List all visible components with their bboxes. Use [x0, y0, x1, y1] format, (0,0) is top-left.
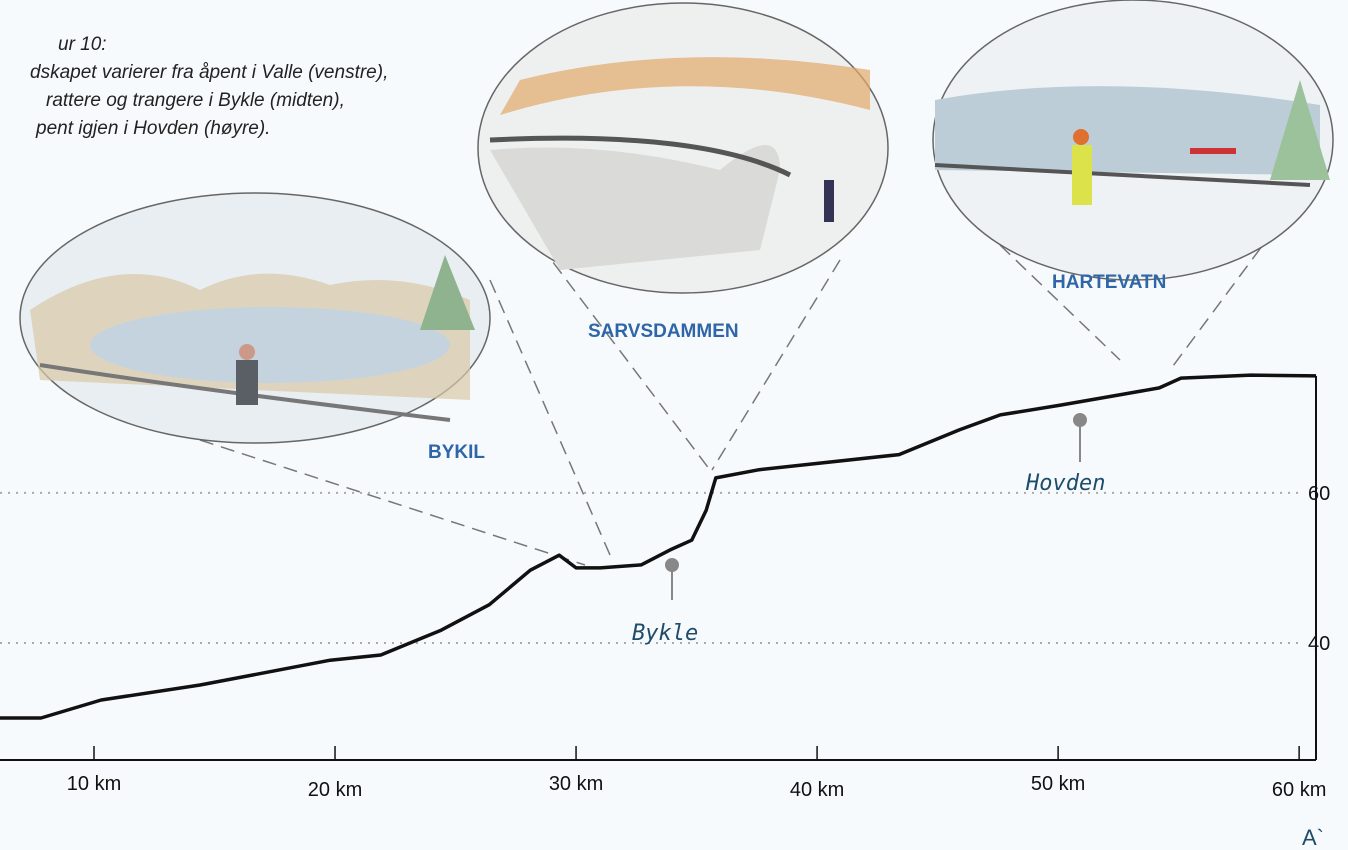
y-tick-label: 60: [1308, 483, 1330, 505]
label-bykil: BYKIL: [428, 442, 485, 463]
label-hovden: Hovden: [1025, 471, 1105, 496]
connectors: [199, 194, 1301, 566]
illustration-sarvsdammen: [477, 2, 889, 294]
caption-line: pent igjen i Hovden (høyre).: [35, 118, 270, 139]
plot: 40 60 10 km 20 km 30 km 40 km 50 km 60 km: [0, 373, 1330, 801]
markers: [665, 413, 1087, 600]
label-bykle: Bykle: [632, 621, 698, 646]
label-hartevatn: HARTEVATN: [1052, 272, 1166, 293]
x-tick-label: 40 km: [790, 779, 844, 801]
caption: ur 10: dskapet varierer fra åpent i Valle…: [30, 34, 388, 139]
y-tick-label: 40: [1308, 633, 1330, 655]
x-tick-label: 30 km: [549, 773, 603, 795]
caption-line: dskapet varierer fra åpent i Valle (vens…: [30, 62, 388, 83]
x-tick-label: 60 km: [1272, 779, 1326, 801]
caption-line: ur 10:: [58, 34, 107, 55]
label-sarvsdammen: SARVSDAMMEN: [588, 321, 739, 342]
end-label: A`: [1302, 825, 1324, 850]
caption-line: rattere og trangere i Bykle (midten),: [46, 90, 345, 111]
profile-line: [0, 373, 1317, 720]
x-tick-label: 50 km: [1031, 773, 1085, 795]
x-tick-label: 20 km: [308, 779, 362, 801]
illustration-hartevatn: [932, 0, 1334, 281]
illustration-bykil: [19, 192, 491, 444]
x-tick-label: 10 km: [67, 773, 121, 795]
